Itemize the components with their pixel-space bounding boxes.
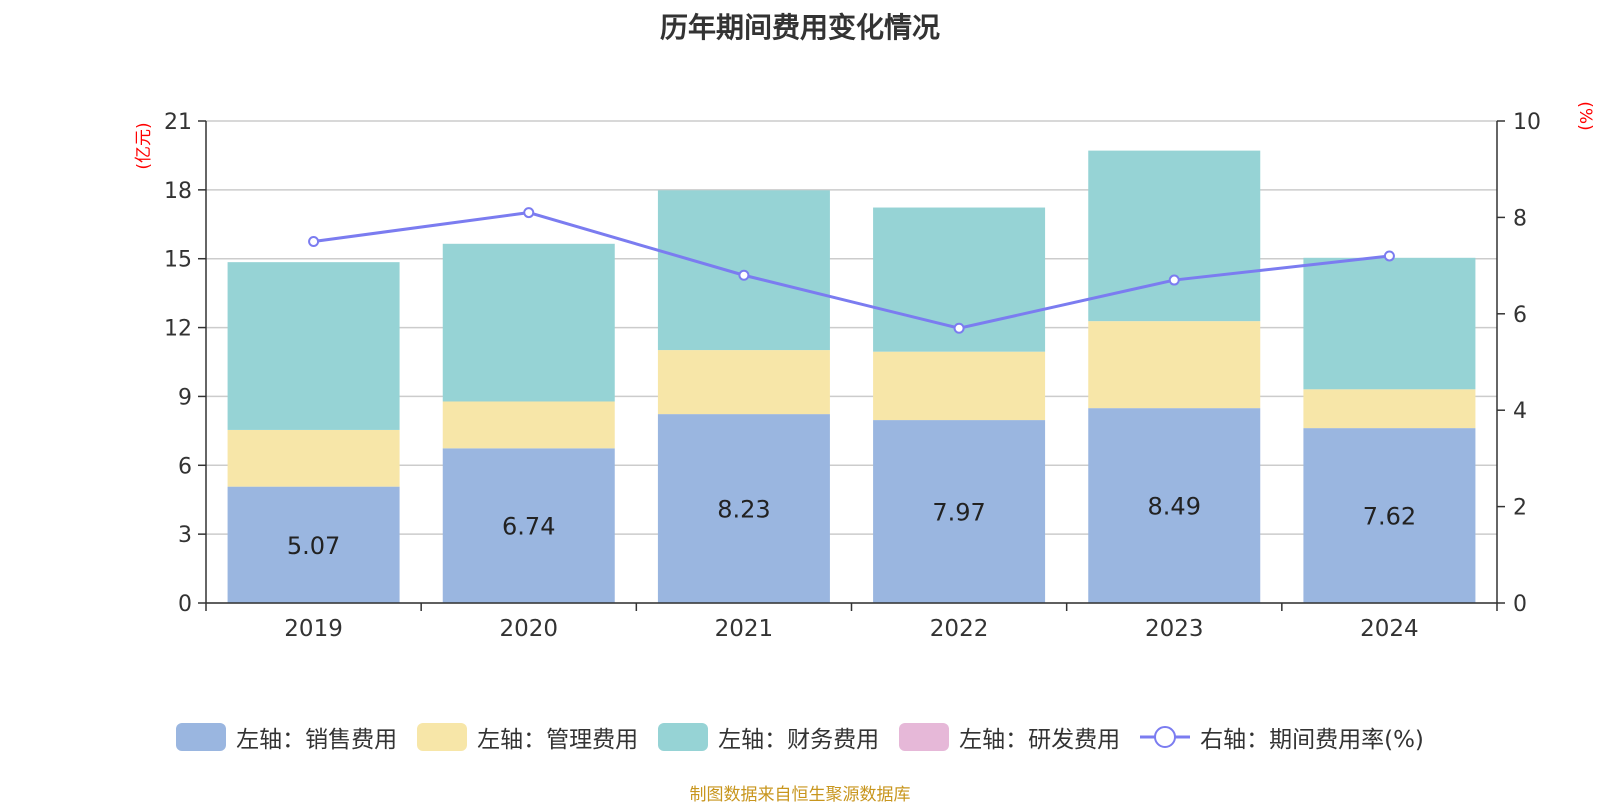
legend-label: 左轴：财务费用 [718, 727, 880, 753]
y-right-tick-label: 0 [1513, 592, 1527, 617]
y-right-tick-label: 4 [1513, 399, 1527, 424]
x-tick-label: 2022 [930, 616, 989, 642]
y-left-tick-label: 21 [164, 110, 192, 135]
legend-label: 右轴：期间费用率(%) [1200, 727, 1424, 753]
legend-label: 左轴：研发费用 [959, 727, 1121, 753]
bar-segment [227, 486, 400, 603]
bar-segment [657, 414, 830, 603]
legend-item[interactable]: 左轴：研发费用 [899, 720, 1120, 754]
source-note: 制图数据来自恒生聚源数据库 [689, 785, 911, 805]
rate-line [313, 211, 1390, 330]
bar-segment [227, 429, 400, 487]
legend-swatch [176, 723, 227, 751]
bar-segment [1088, 321, 1261, 409]
bar-segment [1303, 428, 1476, 603]
y-left-tick-label: 15 [164, 248, 192, 273]
y-right-unit-label: (%) [1575, 101, 1595, 130]
rate-point [738, 269, 750, 281]
x-tick-label: 2019 [284, 616, 343, 642]
y-left-unit-label: (亿元) [134, 122, 154, 169]
rate-point [308, 236, 320, 247]
bar-value-label: 5.07 [287, 532, 340, 560]
legend-label: 左轴：销售费用 [236, 727, 398, 753]
bar-segment [442, 243, 615, 402]
x-tick-label: 2024 [1360, 616, 1419, 642]
bar-segment [1088, 408, 1261, 603]
legend-item[interactable]: 左轴：管理费用 [417, 720, 638, 754]
y-right-tick-label: 8 [1513, 206, 1527, 231]
legend-label: 左轴：管理费用 [477, 727, 639, 753]
rate-point [1168, 274, 1180, 286]
bar-segment [1303, 257, 1476, 390]
bar-segment [873, 420, 1046, 603]
bar-segment [442, 448, 615, 603]
chart-title: 历年期间费用变化情况 [659, 11, 940, 44]
y-left-tick-label: 18 [164, 179, 192, 204]
y-left-tick-label: 6 [178, 454, 192, 479]
y-right-tick-label: 2 [1513, 496, 1527, 521]
x-tick-label: 2023 [1145, 616, 1204, 642]
legend-swatch [899, 723, 950, 751]
bar-segment [442, 401, 615, 449]
bar-value-label: 7.97 [932, 499, 985, 527]
bar-segment [227, 262, 400, 430]
y-right-tick-label: 6 [1513, 303, 1527, 328]
bar-value-label: 6.74 [502, 513, 555, 541]
y-left-tick-label: 9 [178, 385, 192, 410]
legend-item[interactable]: 右轴：期间费用率(%) [1140, 720, 1424, 754]
legend-swatch [417, 723, 468, 751]
y-left-tick-label: 12 [164, 317, 192, 342]
bar-segment [657, 350, 830, 415]
legend-item[interactable]: 左轴：财务费用 [658, 720, 879, 754]
y-left-tick-label: 3 [178, 523, 192, 548]
rate-point [1383, 250, 1395, 262]
bar-value-label: 8.49 [1148, 493, 1201, 521]
legend-line-icon [1140, 726, 1191, 748]
bar-segment [873, 351, 1046, 421]
rate-point [523, 207, 535, 219]
bar-value-label: 8.23 [717, 496, 770, 524]
y-right-tick-label: 10 [1513, 110, 1541, 135]
bar-segment [1303, 389, 1476, 429]
legend: 左轴：销售费用 左轴：管理费用 左轴：财务费用 左轴：研发费用 右轴：期间费用率(%) [0, 720, 1600, 754]
legend-swatch [658, 723, 709, 751]
y-left-tick-label: 0 [178, 592, 192, 617]
rate-point [953, 322, 965, 334]
x-tick-label: 2021 [715, 616, 774, 642]
bar-segment [1088, 150, 1261, 322]
legend-item[interactable]: 左轴：销售费用 [176, 720, 397, 754]
x-tick-label: 2020 [499, 616, 558, 642]
bar-value-label: 7.62 [1363, 503, 1416, 531]
